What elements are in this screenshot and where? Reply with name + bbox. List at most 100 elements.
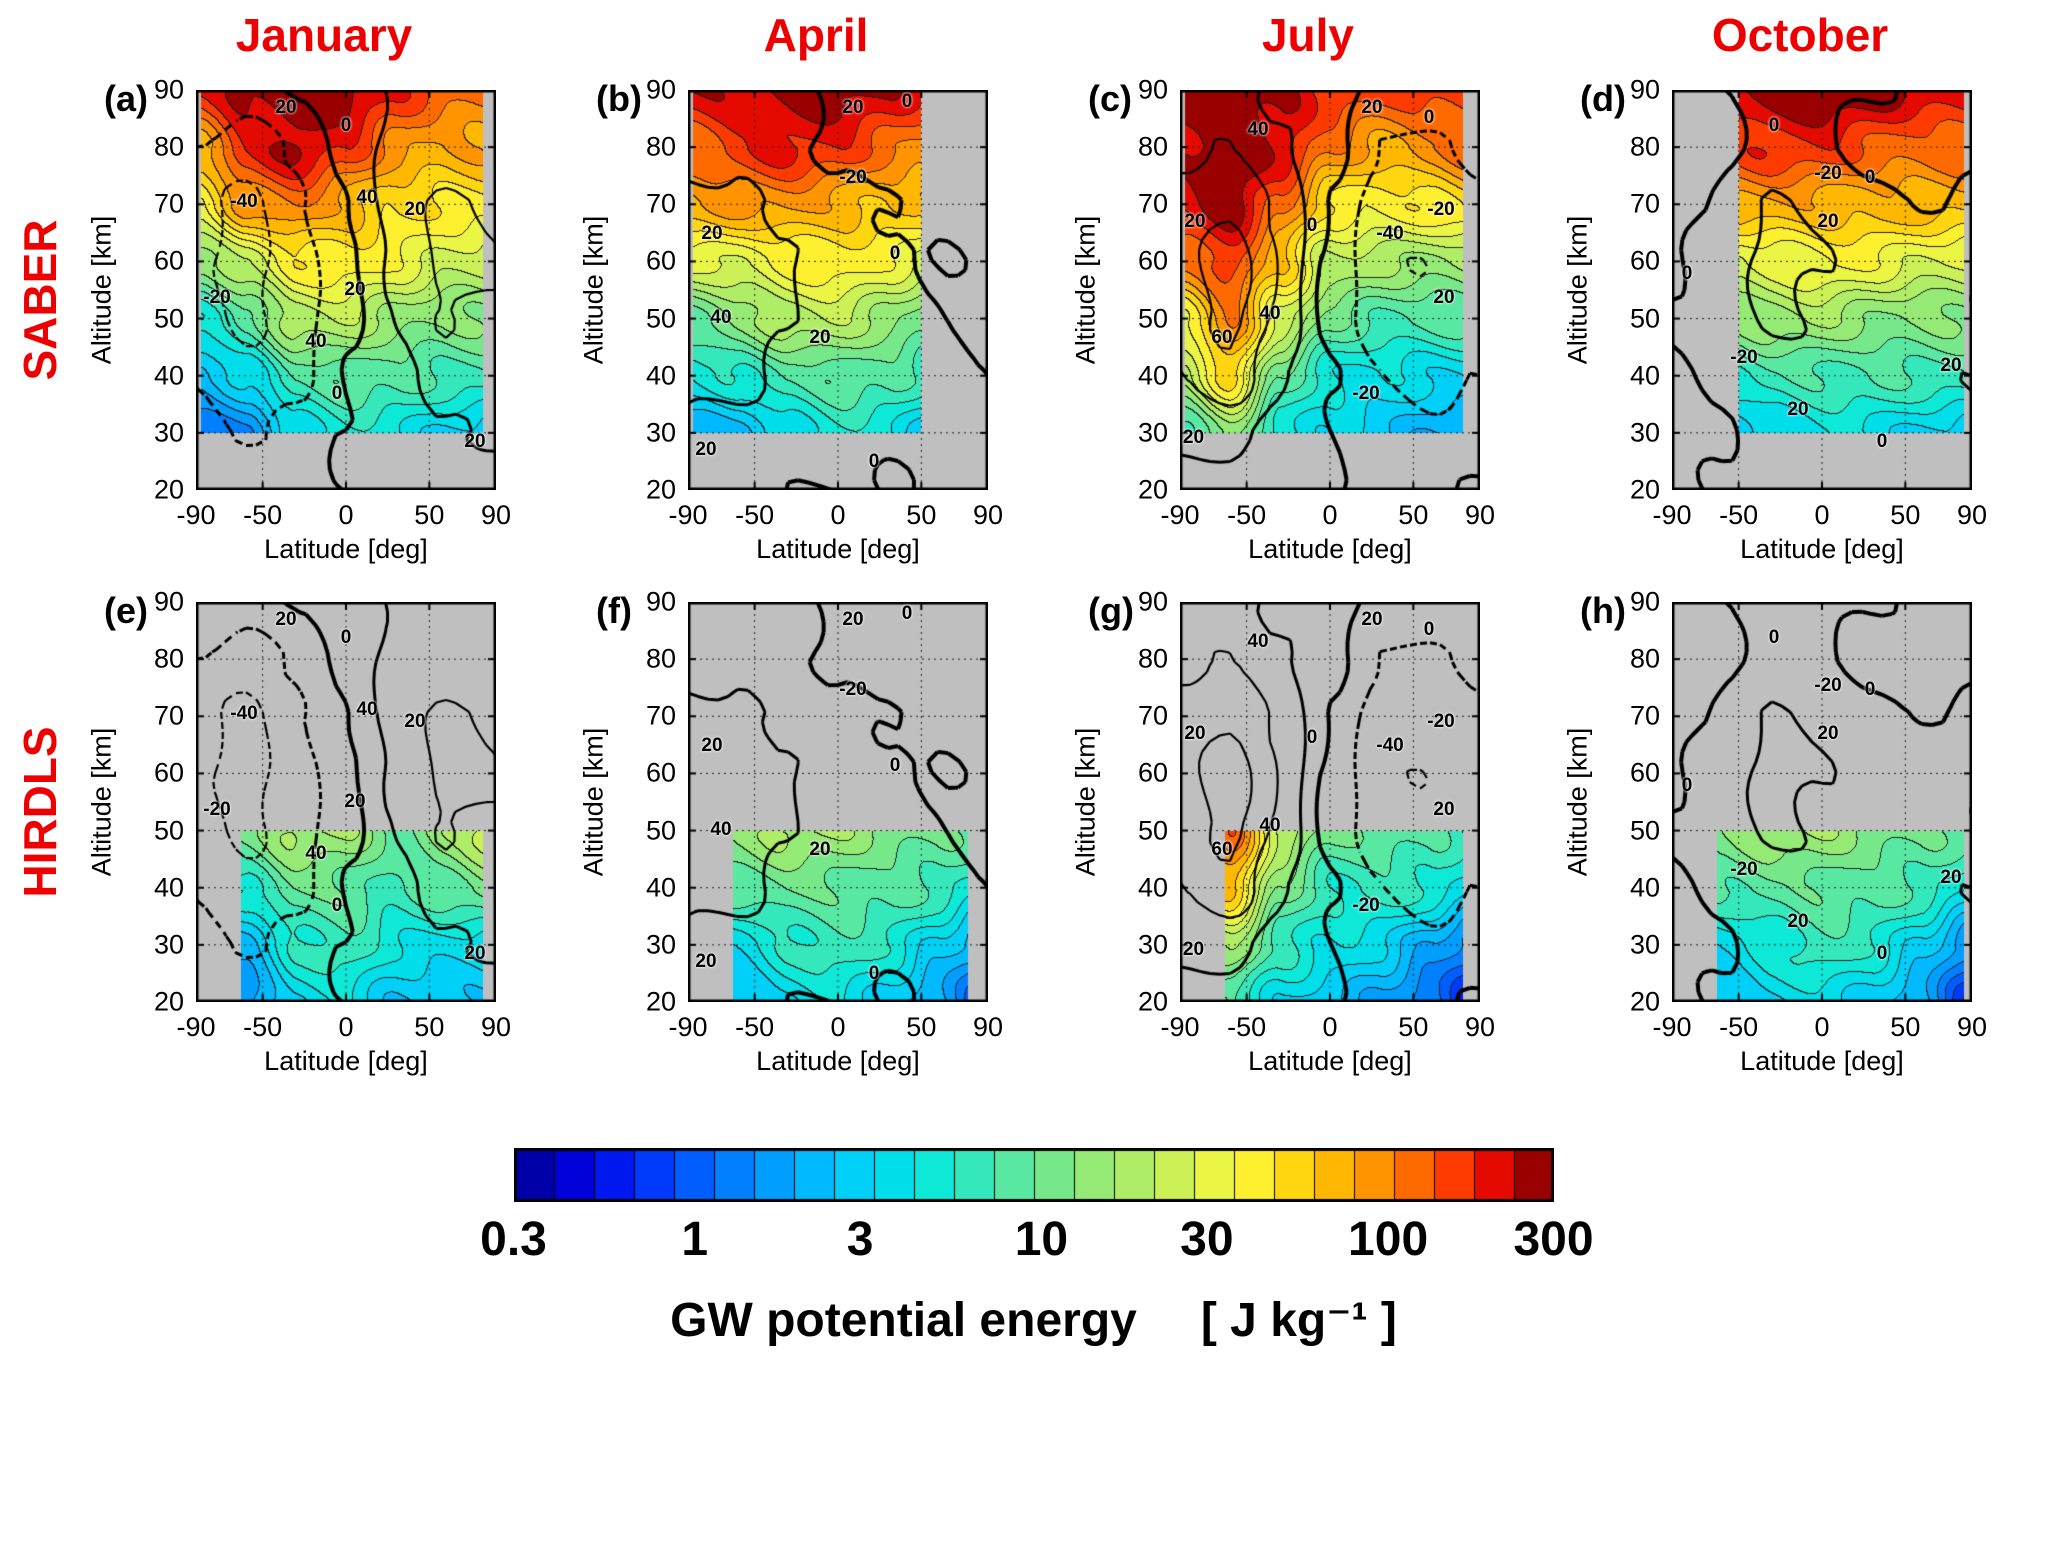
y-axis-label: Altitude [km]: [578, 215, 609, 365]
x-tick-label: -50: [1719, 1012, 1759, 1042]
y-tick-label: 50: [153, 815, 184, 846]
column-header-october: October: [1711, 9, 1889, 61]
y-tick-label: 20: [1137, 474, 1168, 505]
y-tick-label: 70: [1629, 700, 1660, 731]
x-tick-label: 90: [480, 1012, 512, 1042]
y-tick-label: 90: [1629, 586, 1660, 617]
colorbar: [513, 1148, 1554, 1202]
panel-d: (d) Altitude [km] 20 30 40 50 60 70 80 90 -90 -50 0 5…: [1554, 64, 2046, 576]
x-axis-label: Latitude [deg]: [1248, 1046, 1412, 1076]
y-tick-label: 40: [645, 360, 676, 391]
y-axis-label: Altitude [km]: [1070, 215, 1101, 365]
panel-f-plot-canvas: [688, 602, 988, 1002]
y-tick-label: 80: [1629, 131, 1660, 162]
x-tick-label: -90: [1160, 500, 1200, 530]
colorbar-caption-units: [ J kg⁻¹ ]: [1200, 1294, 1397, 1347]
x-tick-label: -50: [735, 1012, 775, 1042]
colorbar-tick-labels: 0.3 1 3 10 30 100 300: [480, 1202, 1593, 1286]
x-tick-label: 90: [480, 500, 512, 530]
x-tick-label: -90: [668, 1012, 708, 1042]
y-tick-label: 50: [1629, 815, 1660, 846]
y-tick-label: 90: [645, 586, 676, 617]
y-tick-label: 20: [645, 474, 676, 505]
x-tick-label: 90: [972, 1012, 1004, 1042]
panel-a: (a) Altitude [km] 20 30 40 50 60 70 80 90 -90 -50 0 5…: [78, 64, 570, 576]
y-tick-label: 30: [1137, 929, 1168, 960]
panel-b-plot-canvas: [688, 90, 988, 490]
panel-f: (f) Altitude [km] 20 30 40 50 60 70 80 90 -90 -50 0 5…: [570, 576, 1062, 1088]
x-tick-label: 50: [1398, 1012, 1429, 1042]
panel-b: (b) Altitude [km] 20 30 40 50 60 70 80 90 -90 -50 0 5…: [570, 64, 1062, 576]
column-headers: January April July October: [78, 0, 2067, 64]
x-axis-label: Latitude [deg]: [756, 534, 920, 564]
y-tick-label: 50: [645, 815, 676, 846]
row-label-hirdls-text: HIRDLS: [14, 725, 66, 898]
y-tick-label: 20: [645, 986, 676, 1017]
y-tick-label: 70: [645, 700, 676, 731]
y-tick-label: 40: [1629, 872, 1660, 903]
x-tick-label: 50: [906, 500, 937, 530]
y-tick-label: 80: [153, 643, 184, 674]
row-saber: SABER (a) Altitude [km] 20 30 40 50 60 70 80 90 -9…: [0, 64, 2067, 576]
colorbar-block: 0.3 1 3 10 30 100 300 GW potential energy [ J …: [0, 1148, 2067, 1348]
x-axis-label: Latitude [deg]: [264, 534, 428, 564]
y-tick-label: 60: [153, 245, 184, 276]
panels-hirdls: (e) Altitude [km] 20 30 40 50 60 70 80 90 -90 -50 0 5…: [78, 576, 2046, 1088]
y-tick-label: 70: [645, 188, 676, 219]
y-tick-label: 70: [153, 188, 184, 219]
panel-c: (c) Altitude [km] 20 30 40 50 60 70 80 90 -90 -50 0 5…: [1062, 64, 1554, 576]
y-tick-label: 70: [1629, 188, 1660, 219]
y-tick-label: 40: [153, 872, 184, 903]
y-tick-label: 20: [153, 474, 184, 505]
x-tick-label: 0: [830, 500, 846, 530]
x-axis-label: Latitude [deg]: [1248, 534, 1412, 564]
x-tick-label: 90: [1464, 500, 1496, 530]
panel-g: (g) Altitude [km] 20 30 40 50 60 70 80 90 -90 -50 0 5…: [1062, 576, 1554, 1088]
x-tick-label: 90: [1956, 1012, 1988, 1042]
x-tick-label: -50: [243, 1012, 283, 1042]
x-tick-label: 50: [1890, 500, 1921, 530]
x-tick-label: 0: [830, 1012, 846, 1042]
panel-letter-h: (h): [1580, 590, 1626, 631]
x-tick-label: -90: [1652, 500, 1692, 530]
x-tick-label: -50: [1719, 500, 1759, 530]
y-tick-label: 90: [153, 586, 184, 617]
y-axis-label: Altitude [km]: [578, 727, 609, 877]
colorbar-tick-label: 1: [681, 1213, 709, 1266]
row-hirdls: HIRDLS (e) Altitude [km] 20 30 40 50 60 70 80 90 -…: [0, 576, 2067, 1088]
y-tick-label: 70: [1137, 188, 1168, 219]
y-tick-label: 90: [1137, 74, 1168, 105]
colorbar-caption-label: GW potential energy: [670, 1294, 1137, 1347]
panel-letter-e: (e): [104, 590, 148, 631]
panel-e-plot-canvas: [196, 602, 496, 1002]
colorbar-tick-label: 3: [846, 1213, 874, 1266]
x-tick-label: 0: [1814, 500, 1830, 530]
y-tick-label: 70: [1137, 700, 1168, 731]
x-tick-label: 50: [414, 1012, 445, 1042]
column-header-january: January: [235, 9, 413, 61]
y-tick-label: 20: [1629, 474, 1660, 505]
y-tick-label: 50: [1137, 815, 1168, 846]
row-label-saber: SABER: [0, 64, 78, 576]
y-tick-label: 80: [645, 643, 676, 674]
y-tick-label: 30: [153, 929, 184, 960]
y-axis-label: Altitude [km]: [1562, 215, 1593, 365]
row-label-hirdls: HIRDLS: [0, 576, 78, 1088]
y-tick-label: 60: [645, 757, 676, 788]
x-axis-label: Latitude [deg]: [1740, 534, 1904, 564]
panel-g-plot-canvas: [1180, 602, 1480, 1002]
x-tick-label: 50: [1890, 1012, 1921, 1042]
column-header-april: April: [763, 9, 869, 61]
colorbar-tick-label: 300: [1513, 1213, 1594, 1266]
y-tick-label: 70: [153, 700, 184, 731]
x-tick-label: 0: [338, 500, 354, 530]
colorbar-tick-label: 100: [1348, 1213, 1429, 1266]
panel-d-plot-canvas: [1672, 90, 1972, 490]
y-tick-label: 40: [1137, 872, 1168, 903]
y-tick-label: 40: [645, 872, 676, 903]
y-tick-label: 80: [1137, 643, 1168, 674]
x-tick-label: 0: [338, 1012, 354, 1042]
y-tick-label: 50: [1629, 303, 1660, 334]
x-tick-label: -90: [668, 500, 708, 530]
